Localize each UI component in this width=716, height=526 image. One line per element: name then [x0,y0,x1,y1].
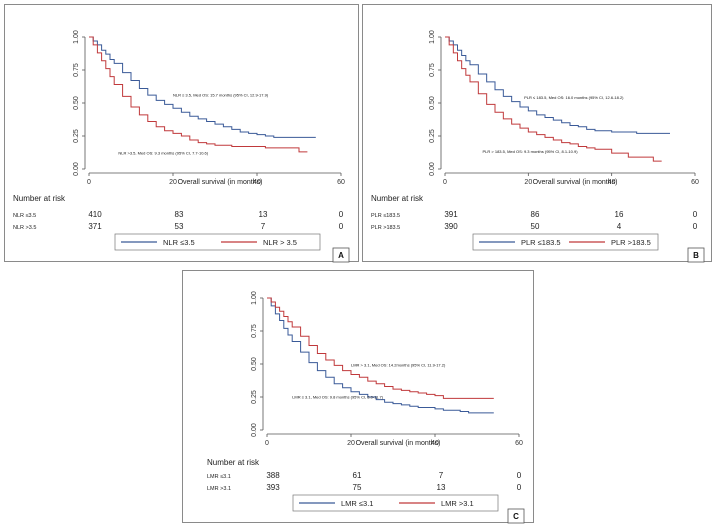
x-axis-title: Overall survival (in months) [178,179,263,186]
x-axis-title: Overall survival (in months) [533,179,618,186]
x-tick-label: 0 [87,179,91,186]
risk-number: 0 [517,483,522,492]
risk-number: 0 [517,471,522,480]
risk-number: 410 [88,210,102,219]
legend-label: PLR >183.5 [611,238,651,247]
median-os-annotation: LMR > 3.1, Med OS: 14.2months (95% CI, 1… [351,363,446,368]
survival-curve-1 [267,297,494,414]
survival-curve-2 [267,297,494,399]
panel-letter-box [687,247,705,263]
risk-row-label: LMR ≤3.1 [207,474,231,480]
y-tick-label: 1.00 [429,30,436,44]
x-tick-label: 40 [608,179,616,186]
risk-number: 7 [439,471,444,480]
y-tick-label: 0.75 [73,63,80,77]
risk-number: 16 [615,210,624,219]
y-tick-label: 1.00 [73,30,80,44]
km-panel-c: 0.00 0.25 0.50 0.75 1.00 0 20 40 60 Overall survi… [182,270,534,524]
median-os-annotation: NLR ≤ 3.5, Med OS: 15.7 months (95% CI, … [173,92,269,97]
risk-number: 393 [266,483,280,492]
risk-number: 86 [531,210,540,219]
risk-number: 7 [261,222,266,231]
panel-letter: B [693,251,699,260]
risk-table-title: Number at risk [207,458,260,467]
risk-number: 4 [617,222,622,231]
km-panel-b: 0.00 0.25 0.50 0.75 1.00 0 20 40 60 Overall survi… [362,4,712,263]
risk-number: 0 [693,210,698,219]
risk-row-label: NLR >3.5 [13,225,36,231]
risk-table-title: Number at risk [371,194,424,203]
risk-number: 53 [175,222,184,231]
panel-letter-box [507,508,525,524]
x-tick-label: 60 [691,179,699,186]
risk-number: 371 [88,222,102,231]
y-tick-label: 0.25 [429,129,436,143]
risk-number: 13 [437,483,446,492]
risk-number: 13 [259,210,268,219]
km-plot-a: 0.00 0.25 0.50 0.75 1.00 0 20 40 60 Overall survi… [13,30,350,263]
survival-curve-1 [445,36,670,134]
risk-table-title: Number at risk [13,194,66,203]
legend-box [114,233,321,251]
risk-row-label: NLR ≤3.5 [13,213,36,219]
y-tick-label: 0.50 [251,357,258,371]
x-tick-label: 0 [265,440,269,447]
km-panel-a: 0.00 0.25 0.50 0.75 1.00 0 20 40 60 Overall survi… [4,4,359,263]
risk-number: 61 [353,471,362,480]
panel-letter: A [338,251,344,260]
y-tick-label: 0.75 [429,63,436,77]
survival-curve-1 [89,36,316,138]
y-tick-label: 0.00 [251,423,258,437]
y-tick-label: 0.00 [73,162,80,176]
x-axis-title: Overall survival (in months) [356,440,441,447]
risk-number: 0 [693,222,698,231]
y-tick-label: 0.00 [429,162,436,176]
x-tick-label: 20 [524,179,532,186]
risk-row-label: PLR >183.5 [371,225,400,231]
y-tick-label: 0.25 [251,390,258,404]
risk-number: 0 [339,210,344,219]
y-tick-label: 0.75 [251,324,258,338]
risk-number: 0 [339,222,344,231]
x-tick-label: 20 [347,440,355,447]
legend-label: LMR >3.1 [441,499,474,508]
x-tick-label: 20 [169,179,177,186]
x-tick-label: 40 [253,179,261,186]
y-tick-label: 0.25 [73,129,80,143]
survival-curve-2 [89,36,308,153]
y-tick-label: 0.50 [429,96,436,110]
risk-number: 390 [444,222,458,231]
y-tick-label: 1.00 [251,291,258,305]
legend-box [472,233,659,251]
legend-label: NLR > 3.5 [263,238,297,247]
panel-letter-box [332,247,350,263]
legend-label: NLR ≤3.5 [163,238,195,247]
risk-row-label: PLR ≤183.5 [371,213,400,219]
legend-label: LMR ≤3.1 [341,499,373,508]
legend-box [292,494,499,512]
median-os-annotation: PLR > 183.5, Med OS: 9.3 months (95% CI,… [483,149,579,154]
median-os-annotation: LMR ≤ 3.1, Med OS: 9.8 months (95% CI, 8… [292,394,383,399]
risk-row-label: LMR >3.1 [207,486,231,492]
x-tick-label: 60 [337,179,345,186]
median-os-annotation: PLR ≤ 183.5, Med OS: 16.0 months (95% CI… [524,95,624,100]
risk-number: 388 [266,471,280,480]
survival-curve-2 [445,36,662,162]
risk-number: 50 [531,222,540,231]
y-tick-label: 0.50 [73,96,80,110]
risk-number: 391 [444,210,458,219]
median-os-annotation: NLR >3.5, Med OS: 9.3 months (95% CI, 7.… [118,150,208,155]
x-tick-label: 0 [443,179,447,186]
x-tick-label: 60 [515,440,523,447]
x-tick-label: 40 [431,440,439,447]
risk-number: 83 [175,210,184,219]
risk-number: 75 [353,483,362,492]
panel-letter: C [513,512,519,521]
km-plot-c: 0.00 0.25 0.50 0.75 1.00 0 20 40 60 Overall survi… [207,291,525,524]
legend-label: PLR ≤183.5 [521,238,561,247]
